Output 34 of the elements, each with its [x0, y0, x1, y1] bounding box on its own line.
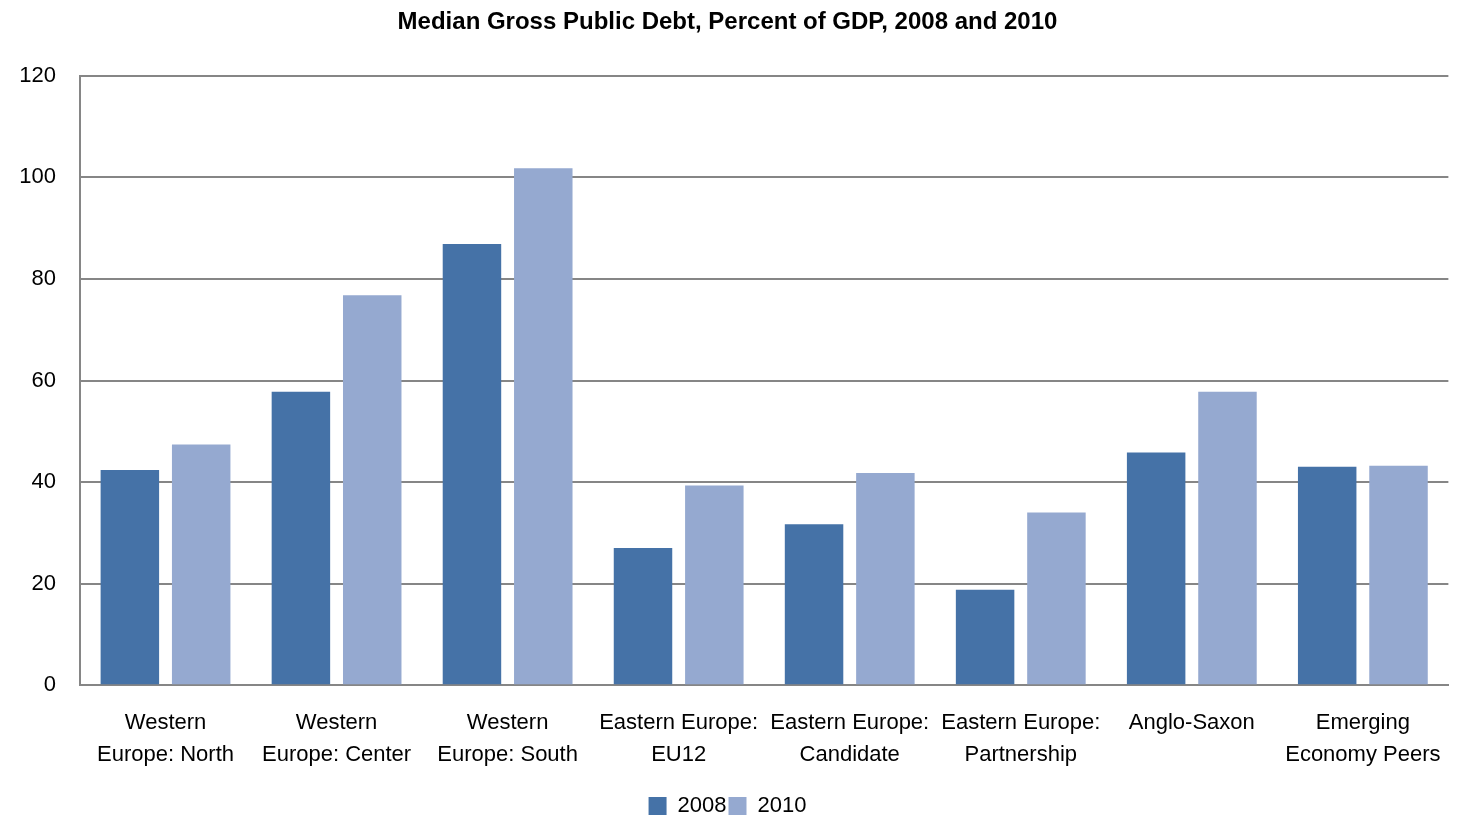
- y-tick-label: 0: [43, 671, 56, 697]
- y-tick-label: 80: [31, 265, 56, 290]
- bar: [1297, 466, 1357, 685]
- x-tick-label: Western Europe: Center: [261, 709, 412, 767]
- y-tick-label: 100: [19, 163, 56, 189]
- x-tick-label: Western Europe: North: [97, 709, 235, 767]
- x-tick-label: Eastern Europe: EU12: [599, 709, 759, 767]
- legend-label: 2008: [677, 792, 727, 818]
- x-tick-label: Eastern Europe: Partnership: [941, 709, 1101, 767]
- y-tick-label: 60: [31, 366, 56, 392]
- bar: [1027, 512, 1086, 685]
- bar: [1126, 452, 1186, 685]
- bar: [100, 469, 160, 685]
- bar: [856, 472, 915, 685]
- x-tick-label: Anglo-Saxon: [1128, 709, 1255, 735]
- legend-label: 2010: [757, 792, 807, 818]
- bar: [1198, 391, 1257, 685]
- bar: [171, 444, 231, 685]
- x-tick-label: Eastern Europe: Candidate: [770, 709, 930, 767]
- bar: [442, 243, 502, 685]
- y-tick-label: 20: [31, 569, 56, 595]
- bar: [685, 485, 744, 685]
- y-tick-label: 40: [31, 468, 56, 494]
- x-tick-label: Western Europe: South: [437, 709, 578, 767]
- x-tick-label: Emerging Economy Peers: [1285, 709, 1441, 767]
- bar: [342, 295, 402, 685]
- bar: [1369, 465, 1428, 685]
- bar: [784, 524, 844, 685]
- y-tick-label: 120: [19, 61, 56, 87]
- bar: [271, 391, 331, 685]
- bar: [955, 589, 1015, 685]
- bar: [613, 548, 673, 685]
- chart-title: Median Gross Public Debt, Percent of GDP, 2008 and 2010: [397, 7, 1058, 35]
- bar: [514, 168, 573, 685]
